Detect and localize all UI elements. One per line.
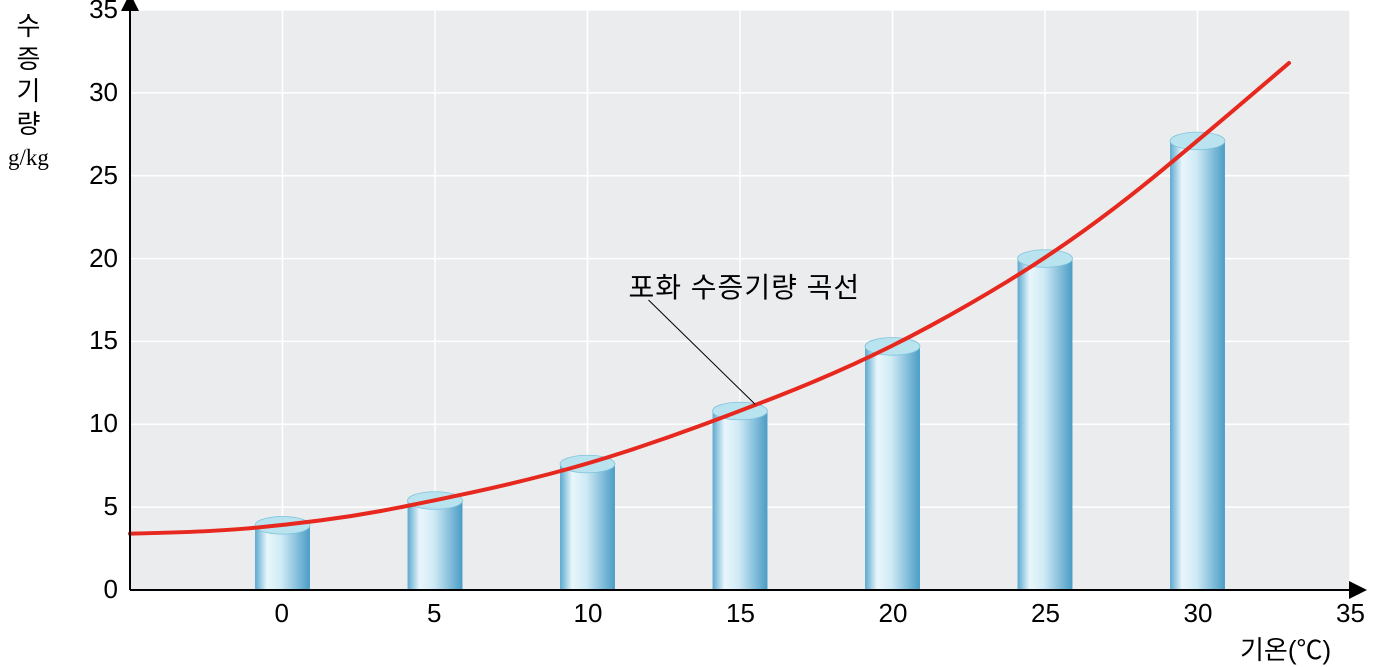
x-tick-label: 0 xyxy=(275,598,289,629)
x-tick-label: 30 xyxy=(1184,598,1213,629)
bar xyxy=(408,492,463,590)
x-axis-label: 기온(℃) xyxy=(1240,630,1331,667)
x-tick-label: 35 xyxy=(1336,598,1365,629)
y-tick-label: 35 xyxy=(89,0,118,25)
y-label-char: 증 xyxy=(8,43,49,76)
y-label-char: 량 xyxy=(8,108,49,141)
y-tick-label: 10 xyxy=(89,408,118,439)
chart-container: 수 증 기 량 g/kg 기온(℃) 포화 수증기량 곡선 0 5 10 15 20 25… xyxy=(0,0,1388,664)
y-tick-label: 15 xyxy=(89,325,118,356)
y-tick-label: 30 xyxy=(89,77,118,108)
y-label-char: 수 xyxy=(8,10,49,43)
bar xyxy=(560,455,615,590)
bar xyxy=(713,402,768,590)
y-tick-label: 0 xyxy=(104,574,118,605)
x-tick-label: 5 xyxy=(427,598,441,629)
y-axis-label: 수 증 기 량 g/kg xyxy=(8,10,49,173)
bar xyxy=(1018,250,1073,590)
x-tick-label: 10 xyxy=(574,598,603,629)
y-tick-label: 20 xyxy=(89,243,118,274)
y-tick-label: 25 xyxy=(89,160,118,191)
chart-svg xyxy=(0,0,1388,664)
x-tick-label: 20 xyxy=(879,598,908,629)
x-tick-label: 15 xyxy=(726,598,755,629)
y-label-unit: g/kg xyxy=(8,144,49,173)
x-tick-label: 25 xyxy=(1031,598,1060,629)
bar xyxy=(865,338,920,590)
y-label-char: 기 xyxy=(8,75,49,108)
bar xyxy=(1170,132,1225,590)
y-tick-label: 5 xyxy=(104,491,118,522)
curve-annotation-label: 포화 수증기량 곡선 xyxy=(629,266,861,306)
